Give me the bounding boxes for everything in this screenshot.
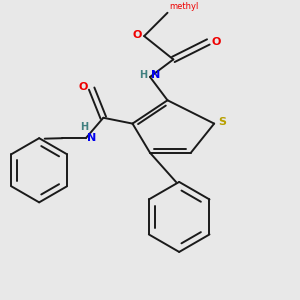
Text: H: H bbox=[80, 122, 88, 132]
Text: H: H bbox=[139, 70, 147, 80]
Text: O: O bbox=[212, 37, 221, 47]
Text: O: O bbox=[133, 30, 142, 40]
Text: S: S bbox=[218, 117, 226, 127]
Text: O: O bbox=[79, 82, 88, 92]
Text: N: N bbox=[152, 70, 161, 80]
Text: methyl: methyl bbox=[169, 2, 198, 11]
Text: N: N bbox=[87, 133, 97, 143]
